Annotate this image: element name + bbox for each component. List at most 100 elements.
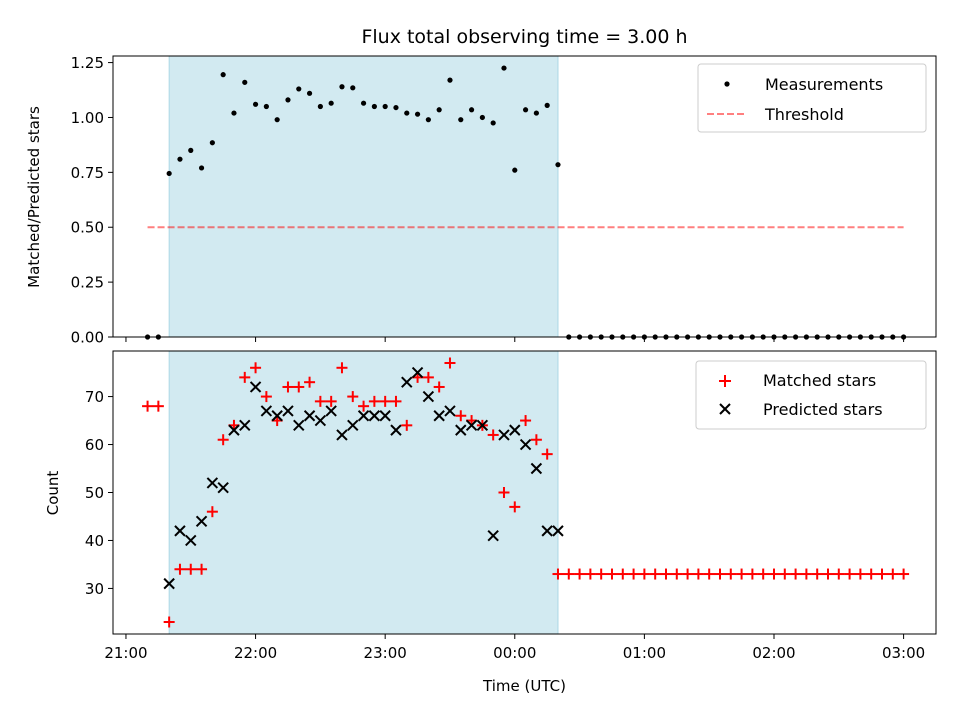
- measurement-point: [490, 120, 496, 126]
- predicted-star-marker: [379, 410, 391, 422]
- matched-star-marker: [649, 568, 661, 580]
- predicted-star-marker: [390, 424, 402, 436]
- predicted-star-stroke-b: [455, 424, 467, 436]
- predicted-star-stroke-b: [411, 366, 424, 379]
- predicted-star-marker: [401, 376, 413, 388]
- matched-star-marker: [401, 419, 413, 431]
- matched-stars-legend-marker: [719, 375, 731, 387]
- matched-star-marker: [692, 568, 704, 580]
- top-axes-frame: [112, 55, 937, 338]
- predicted-star-marker: [444, 405, 456, 417]
- bottom-y-tick-label: 50: [85, 484, 104, 502]
- matched-star-marker: [833, 568, 845, 580]
- x-tick-label: 02:00: [752, 644, 795, 662]
- matched-star-marker: [250, 362, 262, 374]
- matched-star-marker: [865, 568, 877, 580]
- bottom-y-tick-label: 60: [85, 436, 104, 454]
- measurement-point: [198, 165, 205, 171]
- predicted-star-marker: [325, 405, 337, 417]
- x-tick-label: 03:00: [882, 644, 925, 662]
- matched-star-marker: [260, 391, 272, 403]
- matched-star-marker: [628, 568, 640, 580]
- predicted-star-stroke-b: [552, 525, 564, 537]
- predicted-star-stroke-b: [185, 534, 197, 547]
- predicted-star-marker: [357, 410, 370, 422]
- matched-star-marker: [768, 568, 780, 580]
- matched-star-marker: [509, 501, 521, 513]
- top-y-axis-label: Matched/Predicted stars: [25, 106, 43, 288]
- top-legend-box: [697, 63, 927, 133]
- top-x-ticks: [125, 337, 905, 342]
- predicted-star-stroke-b: [530, 462, 543, 475]
- predicted-star-marker: [476, 419, 489, 432]
- predicted-star-marker: [433, 410, 445, 422]
- matched-star-marker: [358, 400, 370, 412]
- predicted-star-marker: [530, 462, 543, 475]
- bottom-legend: Matched stars Predicted stars: [695, 360, 927, 430]
- matched-star-marker: [822, 568, 834, 580]
- matched-star-marker: [854, 568, 866, 580]
- matched-star-marker: [314, 395, 326, 407]
- predicted-star-stroke-b: [433, 410, 445, 422]
- predicted-star-stroke-b: [519, 438, 532, 451]
- top-y-tick-label: 1.25: [71, 54, 104, 72]
- measurement-point: [360, 100, 367, 106]
- bottom-panel: 30 40 50 60 70 21:00 22:00 23:00 00:00 01:00 02:0…: [44, 350, 937, 695]
- matched-star-marker: [379, 395, 391, 407]
- matched-star-marker: [336, 362, 348, 374]
- predicted-star-stroke-b: [206, 477, 219, 489]
- top-y-axis: 0.00 0.25 0.50 0.75 1.00 1.25: [71, 54, 113, 347]
- predicted-stars-series: [163, 366, 564, 590]
- predicted-star-stroke-b: [174, 525, 186, 537]
- top-y-tick-label: 0.25: [71, 274, 104, 292]
- measurement-point: [447, 77, 453, 83]
- matched-star-marker: [671, 568, 683, 580]
- matched-star-marker: [552, 568, 564, 580]
- measurement-point: [425, 117, 431, 123]
- predicted-star-marker: [455, 424, 467, 436]
- matched-star-marker: [800, 568, 812, 580]
- measurement-point: [166, 170, 172, 177]
- matched-star-marker: [584, 568, 596, 580]
- matched-star-marker: [293, 381, 305, 393]
- x-tick-label: 23:00: [364, 644, 407, 662]
- matched-star-marker: [876, 568, 888, 580]
- matched-star-marker: [217, 434, 229, 446]
- matched-star-marker: [530, 434, 542, 446]
- measurement-point: [522, 107, 529, 113]
- predicted-star-marker: [217, 481, 229, 494]
- measurement-point: [188, 147, 194, 153]
- predicted-star-marker: [422, 390, 435, 403]
- matched-star-marker: [736, 568, 748, 580]
- predicted-star-marker: [541, 525, 553, 537]
- measurement-point: [263, 103, 269, 110]
- top-shaded-region: [168, 55, 559, 338]
- matched-star-marker: [390, 395, 402, 407]
- matched-star-marker: [746, 568, 758, 580]
- predicted-star-marker: [411, 366, 424, 379]
- predicted-star-marker: [487, 529, 499, 542]
- predicted-star-stroke-b: [379, 410, 391, 422]
- predicted-star-stroke-b: [228, 424, 240, 436]
- predicted-star-stroke-b: [271, 410, 283, 422]
- predicted-star-stroke-b: [293, 419, 305, 432]
- matched-star-marker: [541, 448, 553, 460]
- bottom-y-tick-label: 70: [85, 388, 104, 406]
- measurement-point: [350, 85, 356, 91]
- chart-title: Flux total observing time = 3.00 h: [361, 26, 687, 48]
- matched-star-marker: [606, 568, 618, 580]
- measurements-legend-label: Measurements: [765, 75, 883, 94]
- predicted-star-stroke-b: [217, 481, 229, 494]
- matched-star-marker: [574, 568, 586, 580]
- measurement-point: [252, 101, 259, 107]
- predicted-star-stroke-b: [401, 376, 413, 388]
- bottom-y-axis: 30 40 50 60 70: [85, 388, 113, 598]
- predicted-star-stroke-b: [314, 414, 327, 427]
- predicted-star-marker: [347, 419, 359, 432]
- predicted-star-marker: [336, 429, 348, 441]
- matched-star-marker: [368, 395, 380, 407]
- measurement-point: [382, 103, 388, 110]
- measurement-point: [555, 162, 561, 168]
- predicted-star-marker: [260, 405, 273, 417]
